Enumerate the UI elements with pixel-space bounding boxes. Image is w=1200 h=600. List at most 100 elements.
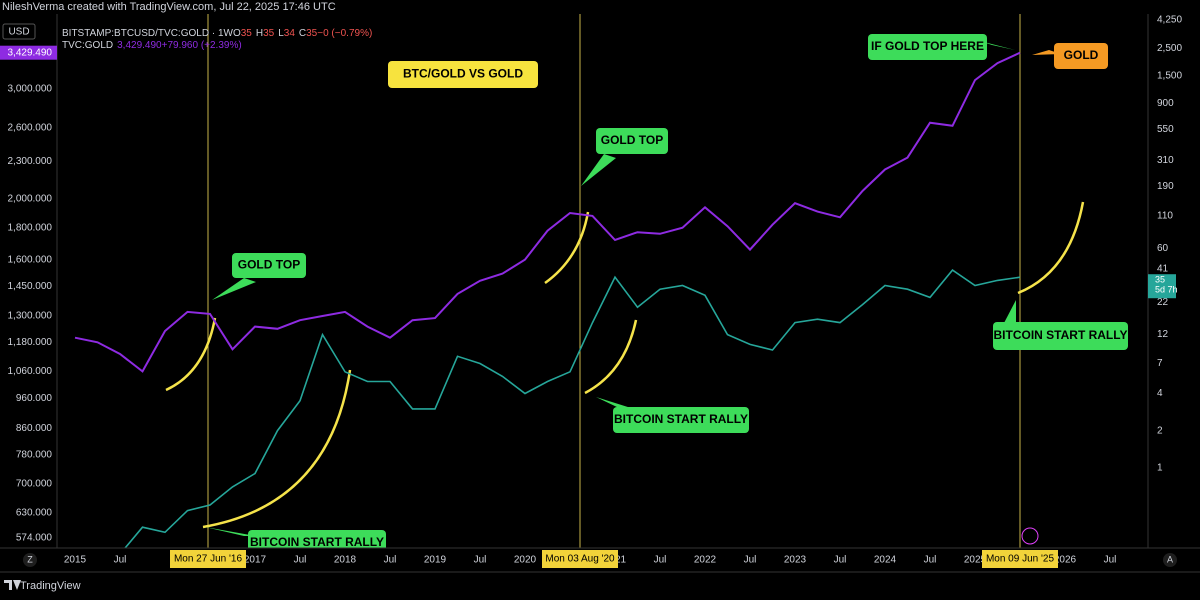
y-tick-label: 780.000 [16, 449, 53, 460]
y2-tick-label: 60 [1157, 243, 1169, 254]
scale-button[interactable]: Z [27, 554, 33, 564]
legend-part: H [256, 28, 263, 39]
legend-part: 3,429.490 [117, 40, 162, 51]
x-tick-label: 2020 [514, 555, 537, 566]
y-tick-label: 1,600.000 [8, 254, 53, 265]
date-marker: Mon 27 Jun '16 [174, 554, 243, 565]
legend-part: 35 [306, 28, 318, 39]
header: NileshVerma created with TradingView.com… [2, 1, 336, 13]
annotation-box [1054, 43, 1108, 69]
y2-tick-label: 2 [1157, 425, 1163, 436]
y2-tick-label: 110 [1157, 210, 1173, 221]
x-tick-label: Jul [834, 555, 847, 566]
y-tick-label: 1,450.000 [8, 281, 53, 292]
date-marker-bg [542, 550, 618, 568]
annotation-pointer [1004, 300, 1016, 323]
legend-line: TVC:GOLD 3,429.490+79.960 (+2.39%) [62, 40, 242, 51]
scale-button-bg[interactable] [1163, 553, 1177, 567]
annotation-pointer [980, 41, 1015, 50]
y2-tick-label: 4,250 [1157, 15, 1182, 26]
countdown: 5d 7h [1155, 285, 1178, 295]
annotation-pointer [596, 397, 631, 408]
annotation-pointer [581, 154, 616, 186]
scale-button[interactable]: A [1167, 554, 1173, 564]
y2-tick-label: 1 [1157, 462, 1163, 473]
x-tick-label: Jul [744, 555, 757, 566]
annotation: GOLD [1064, 48, 1099, 62]
annotation-pointer [212, 278, 256, 300]
annotation: GOLD TOP [238, 258, 300, 272]
arc [1017, 201, 1085, 295]
y2-tick-label: 550 [1157, 124, 1174, 135]
legend-part: BITSTAMP:BTCUSD/TVC:GOLD · 1W [62, 28, 233, 39]
x-tick-label: 2018 [334, 555, 357, 566]
date-marker: Mon 03 Aug '20 [545, 554, 615, 565]
arc [584, 319, 638, 395]
y-tick-label: 1,800.000 [8, 222, 53, 233]
y2-tick-label: 4 [1157, 388, 1163, 399]
series-line [74, 51, 1021, 373]
series-line [75, 269, 1021, 555]
y2-tick-label: 22 [1157, 297, 1169, 308]
last-value-bg [1148, 274, 1176, 299]
annotation: IF GOLD TOP HERE [871, 39, 984, 53]
chart-title: BTC/GOLD VS GOLD [403, 67, 523, 81]
annotations: BTC/GOLD VS GOLD GOLD TOP GOLD TOP BITCOIN … [205, 34, 1128, 556]
legend-part: C [299, 28, 306, 39]
x-tick-label: Jul [654, 555, 667, 566]
x-tick-label: 2017 [244, 555, 267, 566]
x-tick-label: 2023 [784, 555, 807, 566]
legend-part: +79.960 (+2.39%) [162, 40, 242, 51]
footer-bar [0, 572, 1200, 600]
y-tick-label: 2,300.000 [8, 156, 53, 167]
price-tag: 3,429.490 [8, 47, 53, 58]
arc [202, 369, 352, 529]
y-tick-label: 1,300.000 [8, 311, 53, 322]
y2-tick-label: 7 [1157, 358, 1163, 369]
legend-part: −0 (−0.79%) [317, 28, 372, 39]
y-tick-label: 630.000 [16, 507, 53, 518]
y-tick-label: 1,180.000 [8, 337, 53, 348]
y2-tick-label: 1,500 [1157, 70, 1182, 81]
y2-tick-label: 41 [1157, 263, 1169, 274]
legend-part: 34 [284, 28, 296, 39]
x-tick-label: Jul [474, 555, 487, 566]
scale-button-bg[interactable] [23, 553, 37, 567]
y2-tick-label: 2,500 [1157, 43, 1182, 54]
x-tick-label: Jul [1104, 555, 1117, 566]
x-tick-label: 2025 [964, 555, 987, 566]
annotation: GOLD TOP [601, 133, 663, 147]
annotation-pointer [1032, 50, 1061, 55]
price-tag-bg [0, 45, 57, 60]
y2-tick-label: 310 [1157, 155, 1174, 166]
x-tick-label: Jul [294, 555, 307, 566]
legend-part: 35 [241, 28, 253, 39]
annotation-box [993, 322, 1128, 350]
x-tick-label: 2019 [424, 555, 447, 566]
date-marker: Mon 09 Jun '25 [986, 554, 1055, 565]
y-tick-label: 3,000.000 [8, 84, 53, 95]
date-marker-bg [982, 550, 1058, 568]
annotation-box [596, 128, 668, 154]
y-tick-label: 2,600.000 [8, 122, 53, 133]
currency-box [2, 23, 36, 40]
x-tick-label: Jul [384, 555, 397, 566]
y2-tick-label: 12 [1157, 329, 1169, 340]
legend-part: O [233, 28, 241, 39]
title-box [388, 61, 538, 88]
arc [165, 317, 217, 392]
legend-line: BITSTAMP:BTCUSD/TVC:GOLD · 1WO35 H35 L34 C3… [62, 28, 372, 39]
x-tick-label: Jul [924, 555, 937, 566]
annotation-box [232, 253, 306, 278]
x-tick-label: 2024 [874, 555, 897, 566]
footer: TradingView [20, 580, 81, 592]
legend-part: TVC:GOLD [62, 40, 113, 51]
y2-tick-label: 190 [1157, 181, 1174, 192]
y-tick-label: 2,000.000 [8, 194, 53, 205]
annotation-box [613, 407, 749, 433]
alert-icon[interactable] [1021, 527, 1039, 545]
left-axis [0, 14, 57, 548]
